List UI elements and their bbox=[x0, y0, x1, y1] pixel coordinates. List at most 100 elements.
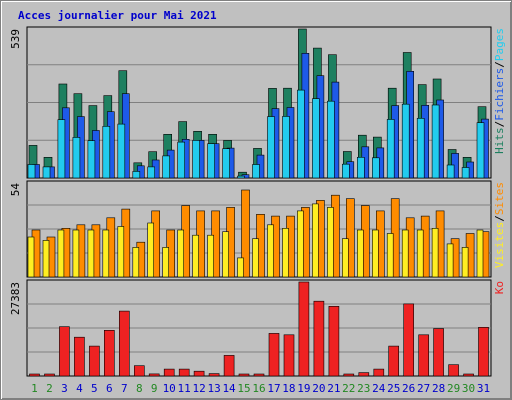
ko-bar-day-28 bbox=[433, 328, 444, 377]
x-tick-day-28: 28 bbox=[432, 382, 445, 395]
ko-bar-day-27 bbox=[418, 334, 430, 377]
ko-bar-day-23 bbox=[358, 372, 370, 377]
ko-bar-day-14 bbox=[223, 355, 235, 377]
hits-bar-day-9 bbox=[147, 166, 155, 179]
x-tick-day-7: 7 bbox=[121, 382, 128, 395]
x-tick-day-18: 18 bbox=[282, 382, 295, 395]
sites-bar-day-27 bbox=[416, 229, 424, 278]
hits-bar-day-27 bbox=[416, 118, 425, 179]
x-tick-day-12: 12 bbox=[193, 382, 206, 395]
hits-bar-day-20 bbox=[312, 98, 320, 179]
sites-bar-day-11 bbox=[177, 229, 184, 278]
x-tick-day-2: 2 bbox=[46, 382, 53, 395]
ko-bar-day-16 bbox=[253, 373, 265, 377]
ko-bar-day-12 bbox=[193, 370, 205, 377]
ko-bar-day-15 bbox=[238, 373, 250, 377]
hits-bar-day-10 bbox=[162, 155, 170, 179]
sites-bar-day-29 bbox=[446, 243, 454, 278]
sites-bar-day-16 bbox=[252, 238, 259, 278]
ko-bar-day-13 bbox=[208, 373, 220, 377]
ko-bar-day-2 bbox=[44, 373, 55, 377]
hits-bar-day-18 bbox=[282, 116, 290, 179]
x-tick-day-16: 16 bbox=[252, 382, 265, 395]
hits-bar-day-17 bbox=[267, 116, 275, 179]
x-tick-day-11: 11 bbox=[178, 382, 191, 395]
x-tick-day-30: 30 bbox=[462, 382, 475, 395]
hits-bar-day-25 bbox=[386, 119, 395, 179]
hits-bar-day-31 bbox=[476, 122, 485, 179]
right-legend-word: Pages bbox=[493, 28, 506, 61]
ko-bar-day-17 bbox=[268, 333, 280, 377]
x-tick-day-3: 3 bbox=[61, 382, 68, 395]
right-legend-word: / bbox=[493, 61, 506, 68]
hits-bar-day-4 bbox=[72, 137, 81, 179]
x-tick-day-8: 8 bbox=[136, 382, 143, 395]
ko-bar-day-25 bbox=[388, 345, 400, 377]
right-legend-word: Ko bbox=[493, 281, 506, 294]
ko-bar-day-18 bbox=[283, 334, 295, 377]
sites-bar-day-5 bbox=[87, 229, 95, 278]
hits-bar-day-1 bbox=[27, 164, 36, 179]
sites-bar-day-30 bbox=[461, 247, 469, 278]
x-tick-day-21: 21 bbox=[327, 382, 340, 395]
x-tick-day-10: 10 bbox=[163, 382, 176, 395]
ko-bar-day-8 bbox=[134, 365, 145, 377]
sites-bar-day-23 bbox=[356, 229, 364, 278]
sites-bar-day-1 bbox=[27, 236, 35, 278]
y-max-label-panel-2: 54 bbox=[9, 183, 22, 197]
sites-bar-day-17 bbox=[267, 224, 274, 278]
right-legend-panel-1: Hits/Fichiers/Pages bbox=[493, 28, 506, 154]
ko-bar-day-29 bbox=[448, 364, 459, 377]
x-tick-day-17: 17 bbox=[267, 382, 280, 395]
hits-bar-day-13 bbox=[207, 143, 215, 179]
sites-bar-day-7 bbox=[117, 226, 125, 278]
hits-bar-day-14 bbox=[222, 148, 230, 179]
sites-bar-day-21 bbox=[327, 207, 334, 278]
sites-bar-day-26 bbox=[401, 229, 409, 278]
hits-bar-day-5 bbox=[87, 140, 96, 179]
hits-bar-day-12 bbox=[192, 140, 200, 179]
x-tick-day-26: 26 bbox=[402, 382, 415, 395]
hits-bar-day-19 bbox=[297, 89, 305, 179]
hits-bar-day-11 bbox=[177, 141, 185, 179]
x-tick-day-22: 22 bbox=[342, 382, 355, 395]
hits-bar-day-21 bbox=[327, 100, 335, 179]
ko-bar-day-4 bbox=[74, 336, 85, 377]
sites-bar-day-10 bbox=[162, 247, 169, 278]
sites-bar-day-20 bbox=[312, 203, 319, 278]
chart-title: Acces journalier pour Mai 2021 bbox=[18, 9, 217, 22]
hits-bar-day-23 bbox=[356, 157, 365, 179]
hits-bar-day-2 bbox=[42, 166, 51, 179]
sites-bar-day-31 bbox=[476, 229, 484, 278]
hits-bar-day-3 bbox=[57, 119, 66, 179]
hits-bar-day-7 bbox=[117, 123, 126, 179]
ko-bar-day-10 bbox=[163, 368, 175, 377]
right-legend-word: Sites bbox=[493, 182, 506, 215]
sites-bar-day-22 bbox=[341, 238, 349, 278]
x-tick-day-29: 29 bbox=[447, 382, 460, 395]
ko-bar-day-30 bbox=[463, 373, 474, 377]
right-legend-panel-3: Ko bbox=[493, 281, 506, 294]
sites-bar-day-24 bbox=[371, 229, 379, 278]
ko-bar-day-6 bbox=[104, 329, 115, 377]
x-tick-day-13: 13 bbox=[207, 382, 220, 395]
x-tick-day-1: 1 bbox=[31, 382, 38, 395]
ko-bar-day-5 bbox=[89, 345, 100, 377]
x-tick-day-15: 15 bbox=[237, 382, 250, 395]
sites-bar-day-12 bbox=[192, 234, 199, 278]
hits-bar-day-30 bbox=[461, 167, 470, 179]
sites-bar-day-2 bbox=[42, 240, 50, 278]
hits-bar-day-26 bbox=[401, 103, 410, 179]
sites-bar-day-15 bbox=[237, 257, 244, 278]
hits-bar-day-6 bbox=[102, 126, 111, 179]
x-tick-day-4: 4 bbox=[76, 382, 83, 395]
visits-bar-day-22 bbox=[345, 198, 355, 278]
right-legend-word: / bbox=[493, 215, 506, 222]
ko-bar-day-24 bbox=[373, 368, 385, 377]
ko-bar-day-21 bbox=[328, 305, 340, 377]
ko-bar-day-11 bbox=[178, 368, 190, 377]
right-legend-panel-2: Visites/Sites bbox=[493, 182, 506, 268]
sites-bar-day-3 bbox=[57, 229, 65, 278]
sites-bar-day-13 bbox=[207, 234, 214, 278]
